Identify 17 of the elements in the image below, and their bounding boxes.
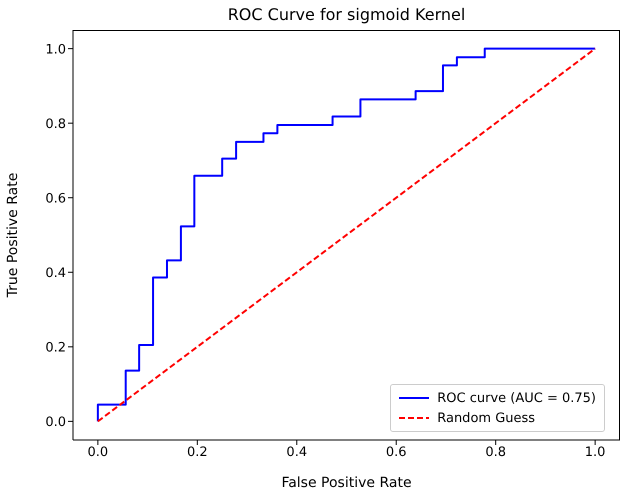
y-tick-label: 0.6: [45, 191, 66, 206]
legend-label: ROC curve (AUC = 0.75): [437, 390, 596, 406]
y-tick-label: 1.0: [45, 42, 66, 58]
x-tick-label: 0.0: [88, 445, 108, 460]
x-tick-label: 0.4: [286, 445, 308, 460]
x-tick-label: 0.8: [485, 445, 506, 460]
x-tick-label: 1.0: [584, 445, 606, 460]
x-tick-label: 0.2: [186, 445, 208, 460]
y-tick-label: 0.4: [45, 266, 66, 281]
y-tick-label: 0.0: [45, 414, 66, 430]
y-axis-title: True Positive Rate: [4, 172, 21, 298]
x-axis-title: False Positive Rate: [281, 475, 412, 490]
legend-label: Random Guess: [437, 410, 536, 426]
y-tick-label: 0.8: [45, 116, 66, 132]
chart-title: ROC Curve for sigmoid Kernel: [226, 5, 466, 24]
y-tick-label: 0.2: [45, 340, 66, 356]
x-tick-label: 0.6: [386, 445, 407, 460]
